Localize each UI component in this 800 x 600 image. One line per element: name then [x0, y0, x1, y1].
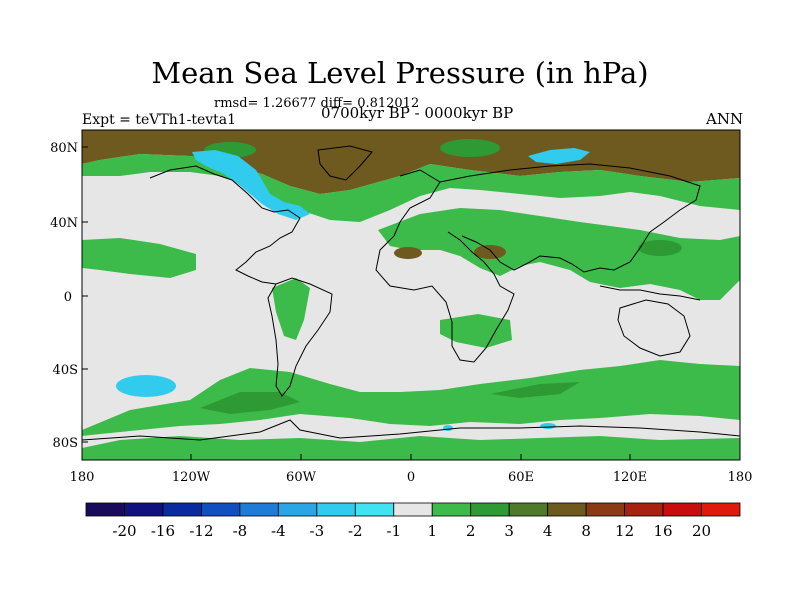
colorbar-swatch	[585, 502, 625, 517]
colorbar-label: -16	[151, 522, 175, 540]
eurasia-anomaly	[378, 208, 740, 300]
anomaly-patch	[394, 247, 422, 259]
colorbar-label: -4	[271, 522, 286, 540]
colorbar-swatch	[277, 502, 318, 517]
experiment-label: Expt = teVTh1-tevta1	[82, 112, 237, 128]
colorbar-label: -8	[233, 522, 248, 540]
lon-tick: 60E	[508, 470, 534, 485]
latitude-axis: 80N 40N 0 40S 80S	[50, 141, 78, 451]
stats-text: rmsd= 1.26677 diff= 0.812012	[214, 96, 420, 111]
antarctic-anomaly	[82, 436, 740, 460]
anomaly-patch	[638, 240, 682, 256]
tick-marks	[82, 146, 631, 460]
colorbar-swatch	[508, 502, 549, 517]
lon-tick: 180	[70, 470, 95, 485]
lat-tick: 80S	[53, 436, 78, 451]
colorbar-swatch	[547, 502, 587, 517]
colorbar-label: 2	[466, 522, 476, 540]
anomaly-patch	[474, 245, 506, 259]
lon-tick: 120W	[172, 470, 211, 485]
canada-low-anomaly	[192, 150, 310, 220]
colorbar-label: -12	[189, 522, 213, 540]
lon-tick: 120E	[613, 470, 647, 485]
colorbar-swatch	[393, 502, 433, 517]
coastline-europe-africa	[375, 169, 515, 363]
colorbar-label: -20	[112, 522, 136, 540]
colorbar-swatch	[85, 502, 125, 517]
lat-tick: 40S	[53, 363, 78, 378]
anomaly-fields	[82, 130, 740, 460]
lon-tick: 0	[407, 470, 415, 485]
colorbar-label: 20	[692, 522, 711, 540]
south-america-anomaly	[272, 278, 310, 340]
colorbar-label: 1	[427, 522, 437, 540]
lon-tick: 60W	[286, 470, 317, 485]
colorbar: -20 -16 -12 -8 -4 -3 -2 -1 1 2 3 4 8 12 16 20	[85, 502, 741, 540]
colorbar-label: 12	[615, 522, 634, 540]
coastline-australia	[617, 299, 691, 357]
coastlines	[82, 145, 740, 441]
season-label: ANN	[706, 110, 744, 128]
coastline-antarctica	[82, 419, 740, 441]
colorbar-swatch	[624, 502, 664, 517]
southern-ocean-patch	[490, 382, 580, 398]
africa-anomaly	[440, 314, 512, 348]
colorbar-label: 16	[654, 522, 673, 540]
colorbar-label: 8	[581, 522, 591, 540]
lon-tick: 180	[728, 470, 753, 485]
colorbar-swatch	[239, 502, 279, 517]
north-pacific-anomaly	[82, 238, 196, 278]
antarctic-low-patch	[540, 423, 556, 429]
colorbar-swatch	[470, 502, 510, 517]
lat-tick: 0	[64, 290, 72, 305]
map-title: Mean Sea Level Pressure (in hPa)	[151, 56, 649, 90]
coastline-asia	[439, 163, 701, 273]
antarctic-low-patch	[443, 425, 453, 431]
colorbar-swatch	[354, 502, 395, 517]
period-label: 0700kyr BP - 0000kyr BP	[321, 104, 514, 122]
colorbar-swatch	[701, 502, 741, 517]
south-pacific-low-anomaly	[116, 375, 176, 397]
colorbar-label: -1	[386, 522, 401, 540]
colorbar-swatch	[431, 502, 472, 517]
colorbar-swatch	[316, 502, 356, 517]
lat-tick: 40N	[50, 216, 78, 231]
colorbar-label: 4	[543, 522, 553, 540]
colorbar-label: 3	[504, 522, 514, 540]
lat-tick: 80N	[50, 141, 78, 156]
longitude-axis: 180 120W 60W 0 60E 120E 180	[70, 470, 753, 485]
southern-ocean-patch	[200, 392, 300, 414]
coastline-greenland	[317, 145, 373, 181]
siberia-low-anomaly	[528, 148, 590, 164]
colorbar-swatch	[201, 502, 241, 517]
coastline-south-america	[267, 277, 333, 397]
coastline-indonesia	[599, 285, 701, 301]
colorbar-label: -3	[310, 522, 325, 540]
coastline-north-america	[149, 165, 301, 285]
colorbar-swatch	[162, 502, 202, 517]
colorbar-swatch	[124, 502, 164, 517]
colorbar-label: -2	[348, 522, 363, 540]
anomaly-patch	[440, 139, 500, 157]
colorbar-swatch	[662, 502, 702, 517]
southern-ocean-anomaly	[82, 360, 740, 436]
